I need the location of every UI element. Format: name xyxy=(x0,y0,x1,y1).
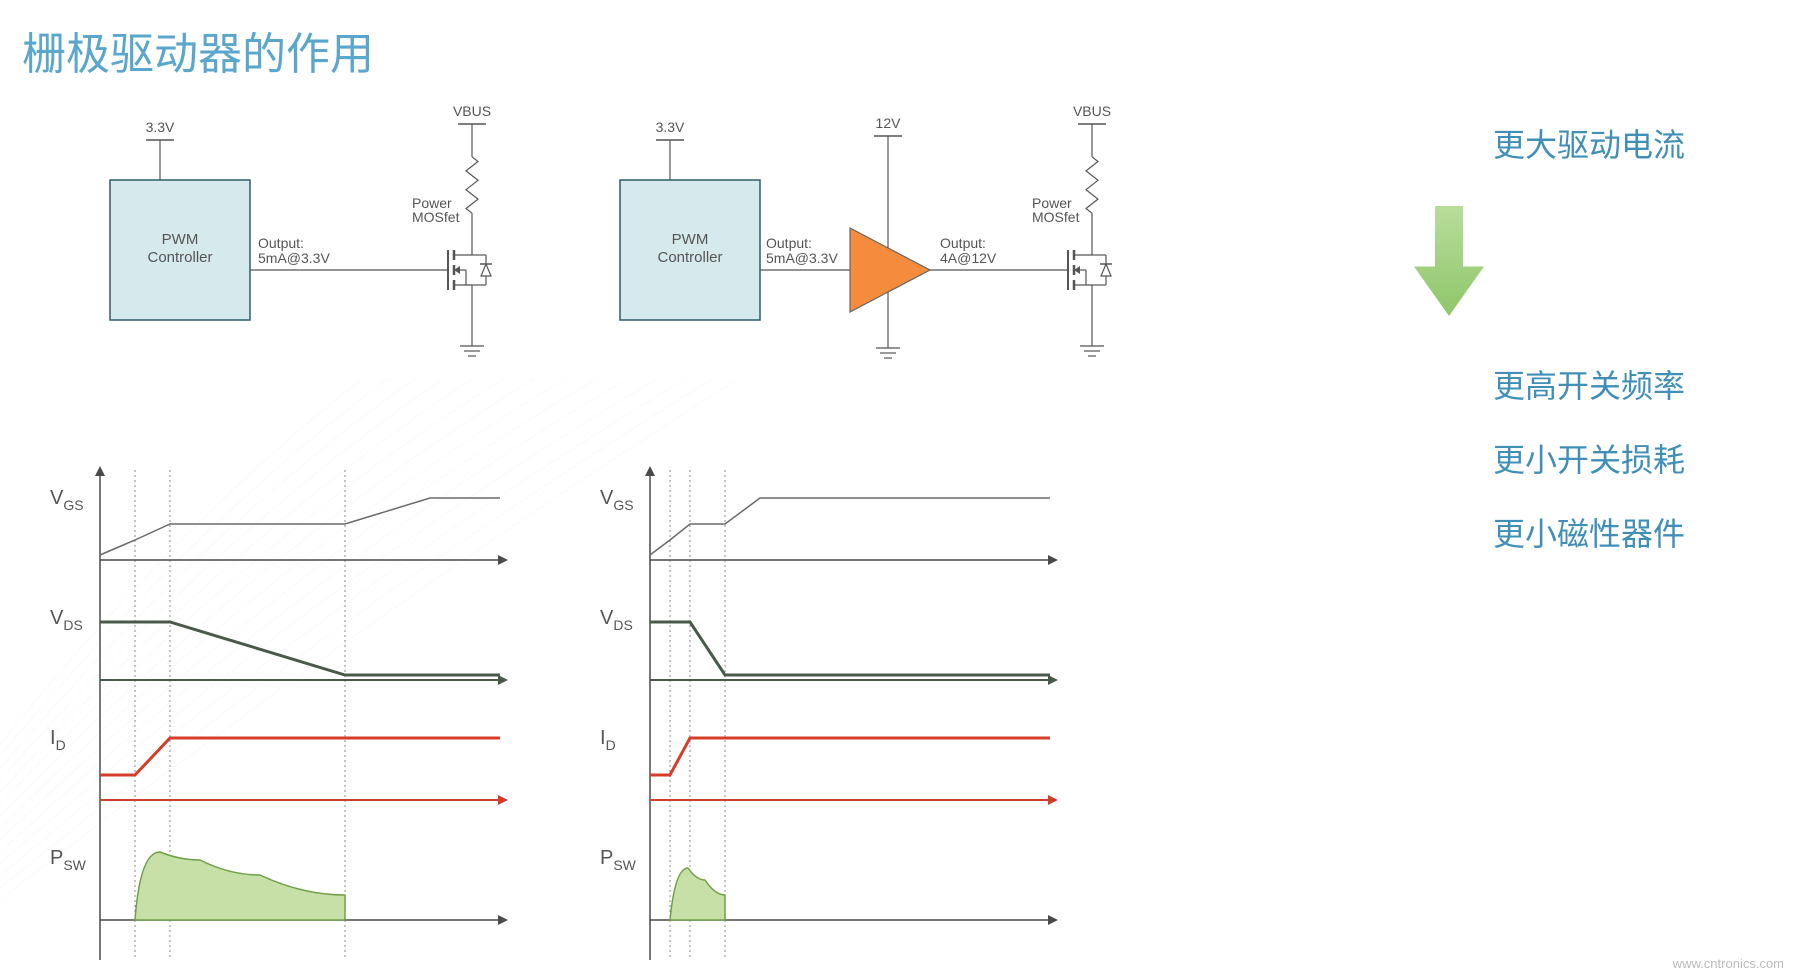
svg-text:VGS: VGS xyxy=(600,487,634,513)
svg-text:3.3V: 3.3V xyxy=(146,119,175,135)
svg-text:Controller: Controller xyxy=(147,249,212,266)
waveforms-without-driver: VGS VDS ID PSW xyxy=(40,460,520,965)
svg-text:4A@12V: 4A@12V xyxy=(940,250,997,266)
slide-title: 栅极驱动器的作用 xyxy=(22,18,374,82)
benefit-switching-freq: 更高开关频率 xyxy=(1414,361,1764,407)
svg-text:Output:: Output: xyxy=(940,235,986,251)
waveforms-with-driver: VGS VDS ID PSW xyxy=(590,460,1070,965)
svg-text:VGS: VGS xyxy=(50,487,84,513)
schematic-without-driver: PWMController3.3VOutput:5mA@3.3VPowerMOS… xyxy=(60,100,540,425)
svg-text:12V: 12V xyxy=(876,115,902,131)
svg-text:PWM: PWM xyxy=(672,231,709,248)
schematic-with-driver: PWMController3.3VOutput:5mA@3.3V12VOutpu… xyxy=(590,100,1160,425)
svg-text:MOSfet: MOSfet xyxy=(412,209,460,225)
svg-text:Output:: Output: xyxy=(258,235,304,251)
svg-text:VDS: VDS xyxy=(50,607,83,633)
svg-text:VBUS: VBUS xyxy=(453,103,491,119)
benefit-switching-loss: 更小开关损耗 xyxy=(1414,435,1764,481)
svg-text:PSW: PSW xyxy=(600,847,637,873)
benefits-panel: 更大驱动电流 更高开关频率 更小开关损耗 更小磁性器件 xyxy=(1414,120,1764,583)
svg-text:VBUS: VBUS xyxy=(1073,103,1111,119)
svg-text:ID: ID xyxy=(50,727,66,753)
svg-text:PSW: PSW xyxy=(50,847,87,873)
benefit-drive-current: 更大驱动电流 xyxy=(1414,120,1764,166)
svg-text:MOSfet: MOSfet xyxy=(1032,209,1080,225)
svg-text:ID: ID xyxy=(600,727,616,753)
svg-text:3.3V: 3.3V xyxy=(656,119,685,135)
svg-text:PWM: PWM xyxy=(162,231,199,248)
watermark: www.cntronics.com xyxy=(1673,956,1784,971)
svg-text:5mA@3.3V: 5mA@3.3V xyxy=(258,250,330,266)
benefit-magnetics: 更小磁性器件 xyxy=(1414,509,1764,555)
svg-text:5mA@3.3V: 5mA@3.3V xyxy=(766,250,838,266)
svg-text:Controller: Controller xyxy=(657,249,722,266)
svg-text:VDS: VDS xyxy=(600,607,633,633)
arrow-down-icon xyxy=(1414,206,1484,316)
svg-text:Output:: Output: xyxy=(766,235,812,251)
